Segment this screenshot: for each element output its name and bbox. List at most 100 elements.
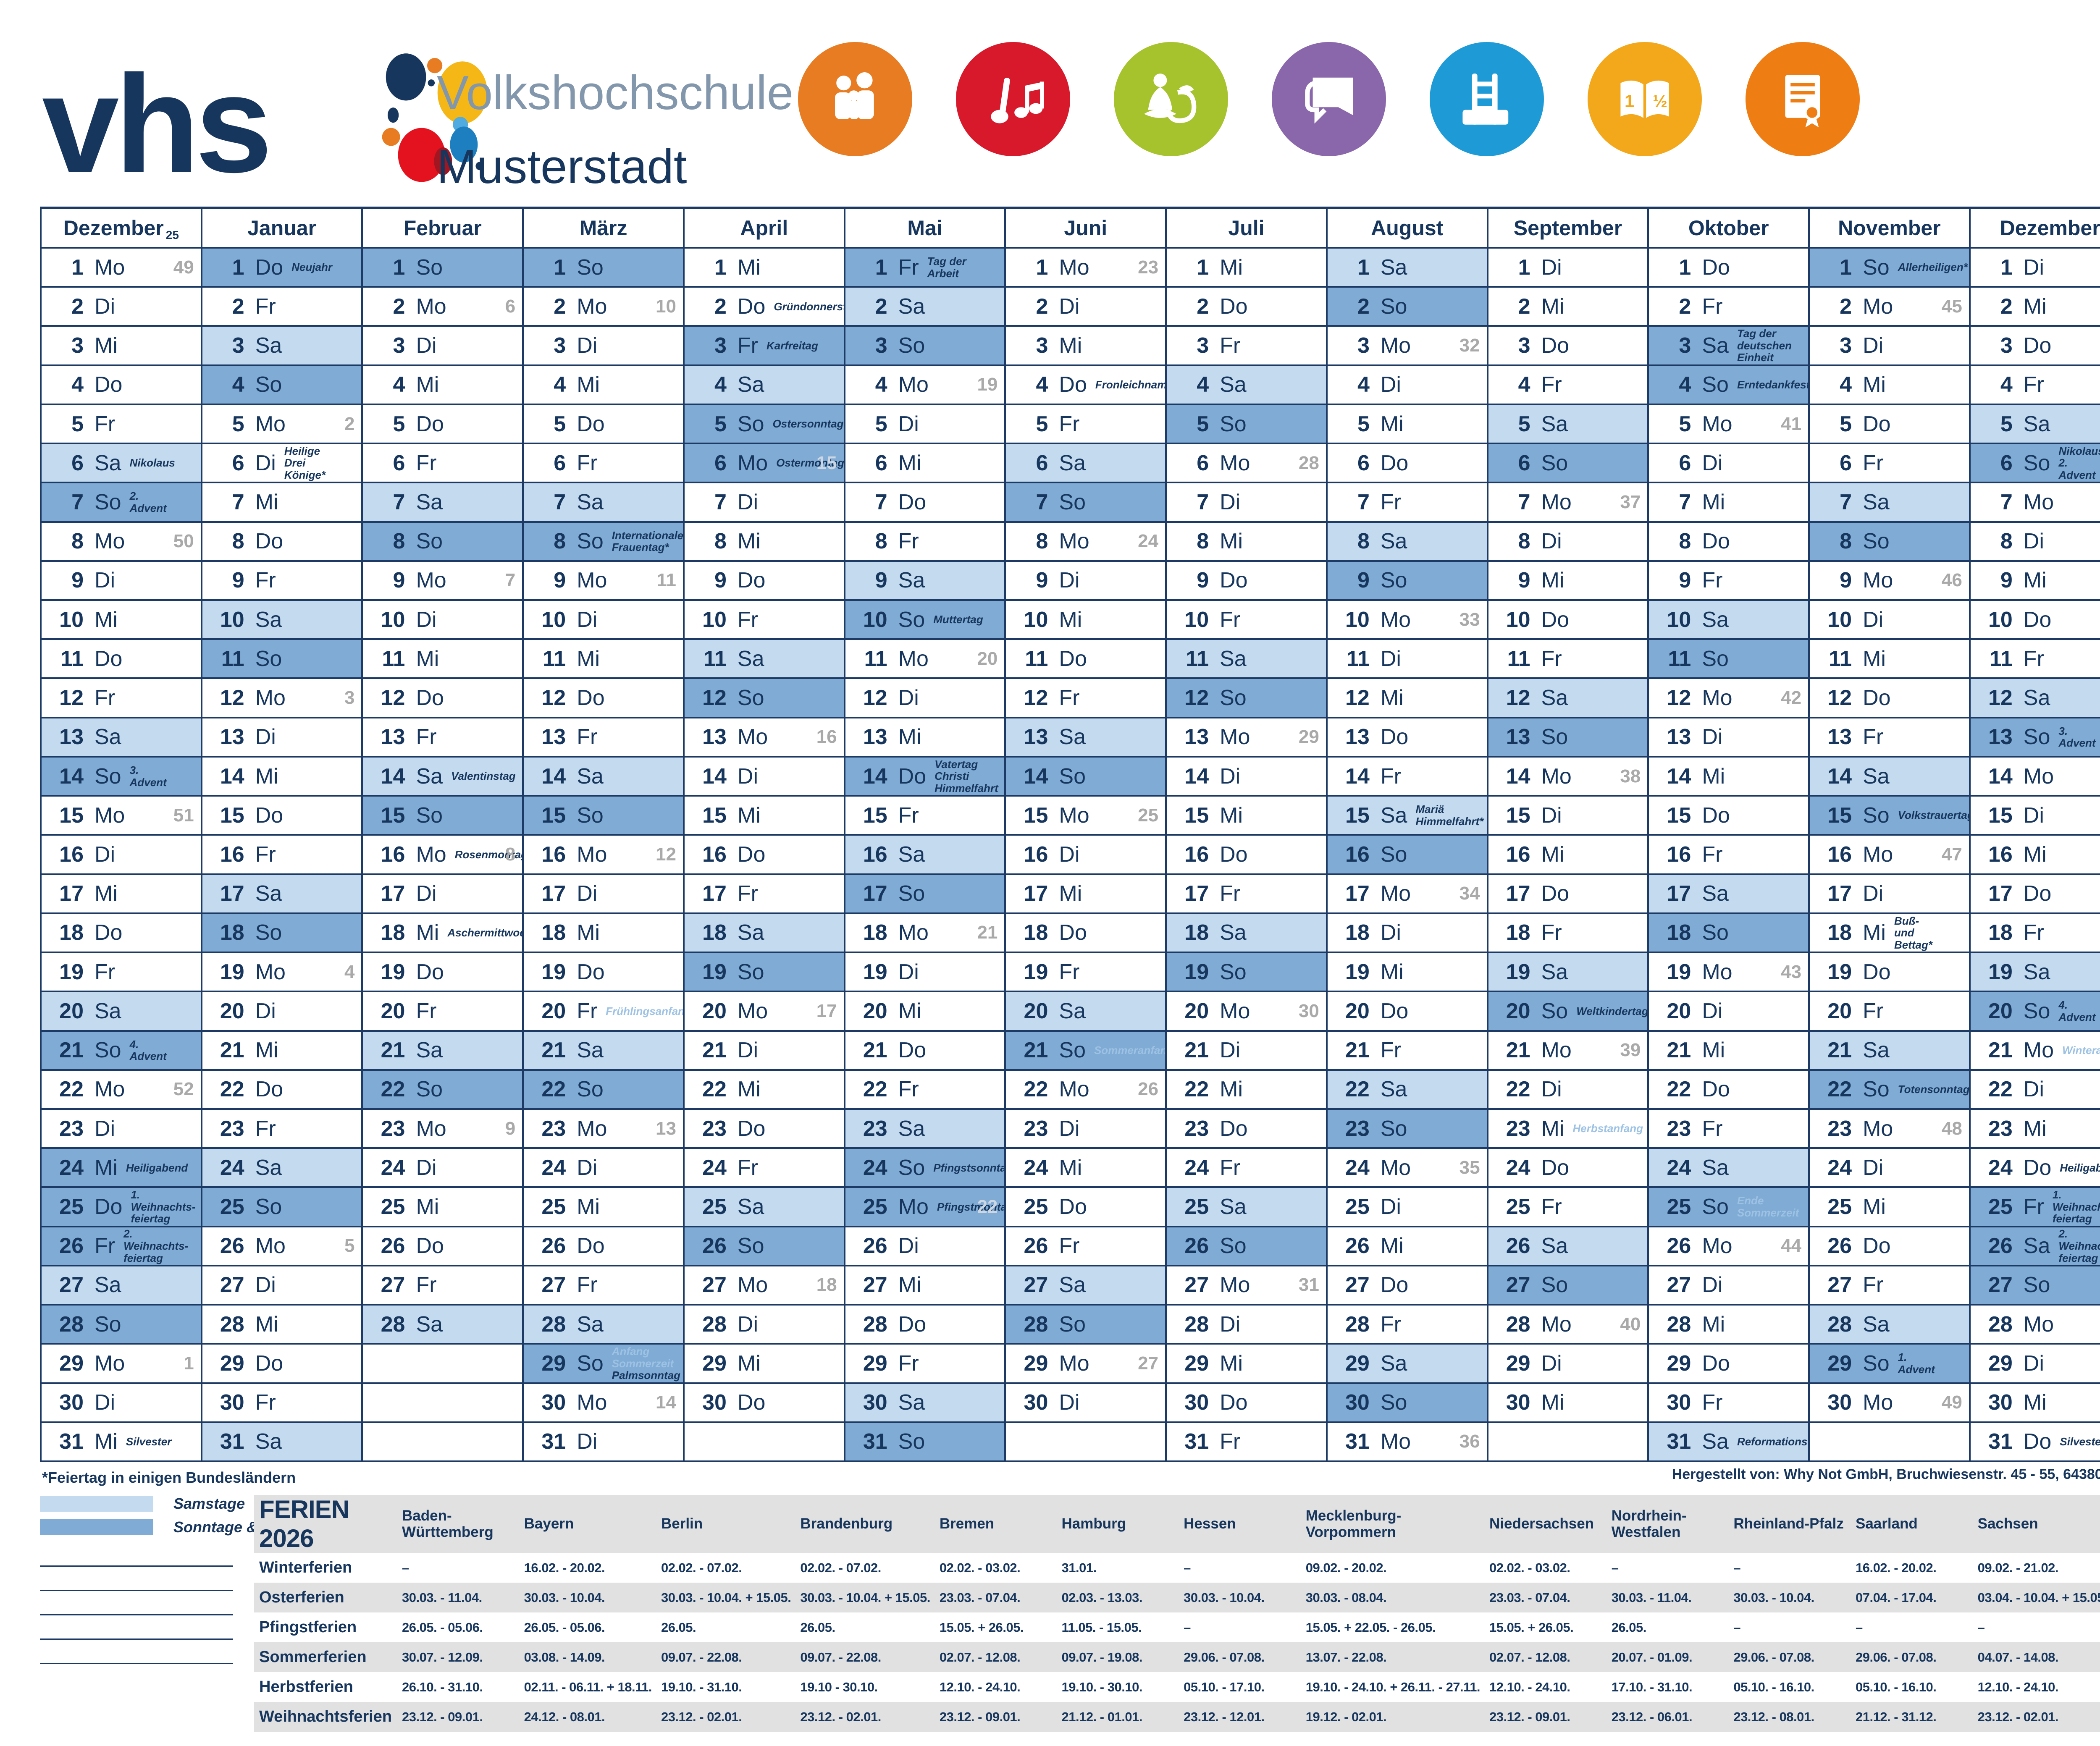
day-cell: 31 Sa bbox=[202, 1423, 362, 1462]
weekday-abbr: Sa bbox=[737, 646, 764, 671]
weekday-abbr: Do bbox=[2023, 881, 2052, 906]
day-cell: 29 Mi bbox=[1167, 1345, 1326, 1384]
day-number: 29 bbox=[1506, 1351, 1530, 1376]
day-cell: 12 So bbox=[684, 679, 844, 718]
day-number: 13 bbox=[1024, 725, 1048, 750]
category-icons: ½ 1 bbox=[798, 42, 1860, 156]
day-number: 24 bbox=[59, 1155, 84, 1180]
weekday-abbr: Mi bbox=[2023, 1390, 2047, 1415]
holiday-note: 1. Advent bbox=[1898, 1351, 1935, 1376]
weekday-abbr: Fr bbox=[737, 333, 759, 358]
weekday-abbr: Mo bbox=[2023, 1312, 2054, 1337]
day-number: 16 bbox=[1506, 842, 1530, 867]
week-number: 4 bbox=[344, 961, 355, 982]
holiday-dates: 09.02. - 20.02. bbox=[1301, 1553, 1484, 1583]
day-number: 10 bbox=[220, 607, 244, 632]
weekday-abbr: Do bbox=[577, 960, 605, 984]
weekday-abbr: So bbox=[1863, 529, 1890, 554]
holiday-note: Neujahr bbox=[291, 261, 333, 274]
month-name: November bbox=[1838, 216, 1941, 240]
month-column-oktober: Oktober 1 Do 2 Fr 3 Sa Tag der deutschen Einheit… bbox=[1647, 209, 1809, 1462]
day-cell: 22 So bbox=[363, 1070, 522, 1110]
week-number: 2 bbox=[344, 413, 355, 434]
day-cell: 4 Fr bbox=[1488, 366, 1648, 405]
weekday-abbr: Mo bbox=[255, 686, 286, 710]
holiday-note: Muttertag bbox=[933, 613, 983, 626]
day-cell: 11 Do bbox=[42, 640, 201, 679]
holiday-dates: 02.03. - 13.03. bbox=[1056, 1583, 1179, 1612]
day-cell: 22 Do bbox=[1649, 1070, 1809, 1110]
weekday-abbr: Do bbox=[2023, 1155, 2052, 1180]
day-number: 15 bbox=[1827, 803, 1852, 828]
day-number: 8 bbox=[1840, 529, 1852, 554]
day-cell: 7Mo50 bbox=[1970, 483, 2100, 523]
weekday-abbr: Di bbox=[1541, 1351, 1562, 1376]
weekday-abbr: Sa bbox=[1380, 529, 1407, 554]
day-number: 4 bbox=[2000, 372, 2013, 397]
weekday-abbr: Fr bbox=[577, 1273, 598, 1298]
weekday-abbr: Fr bbox=[737, 607, 759, 632]
day-number: 6 bbox=[1518, 451, 1530, 475]
day-cell: 27 Fr bbox=[524, 1266, 683, 1306]
week-number: 15 bbox=[816, 452, 837, 473]
day-cell: 7 Sa bbox=[524, 483, 683, 523]
day-number: 13 bbox=[381, 725, 405, 750]
weekday-abbr: Fr bbox=[1380, 490, 1401, 514]
holiday-dates-text: 26.05. bbox=[1611, 1620, 1647, 1635]
weekday-abbr: Do bbox=[1541, 881, 1570, 906]
holiday-dates: 23.12. - 09.01. bbox=[1484, 1702, 1606, 1732]
day-cell: 27 Di bbox=[202, 1266, 362, 1306]
day-number: 26 bbox=[863, 1234, 887, 1258]
day-number: 24 bbox=[381, 1155, 405, 1180]
day-number: 27 bbox=[1345, 1273, 1370, 1298]
holiday-dates: 13.07. - 22.08. bbox=[1300, 1642, 1485, 1672]
day-cell: 9 Di bbox=[1006, 561, 1166, 601]
day-number: 17 bbox=[702, 881, 727, 906]
day-number: 3 bbox=[875, 333, 887, 358]
music-icon bbox=[956, 42, 1070, 156]
day-cell: 11 Mi bbox=[1810, 640, 1969, 679]
holiday-dates-text: 23.12. - 09.01. bbox=[402, 1709, 483, 1724]
holiday-dates-text: 29.06. - 07.08. bbox=[1184, 1649, 1265, 1665]
day-cell: 29 Mo 27 bbox=[1006, 1345, 1166, 1384]
weekday-abbr: Fr bbox=[2023, 1195, 2044, 1219]
day-number: 23 bbox=[1345, 1116, 1370, 1141]
day-number: 19 bbox=[1345, 960, 1370, 984]
weekday-abbr: Di bbox=[577, 881, 598, 906]
weekday-abbr: Sa bbox=[1220, 646, 1247, 671]
holiday-dates: 15.05. + 26.05. bbox=[1484, 1612, 1606, 1642]
day-cell: 25 Fr bbox=[1488, 1188, 1648, 1227]
holiday-note: Ostermontag bbox=[776, 456, 844, 469]
day-number: 4 bbox=[875, 372, 887, 397]
day-number: 22 bbox=[1506, 1077, 1530, 1102]
weekday-abbr: So bbox=[1702, 372, 1729, 397]
month-header: Januar bbox=[202, 209, 362, 249]
holiday-row-label: Pfingstferien bbox=[254, 1612, 397, 1642]
day-cell: 21 Mi bbox=[1649, 1031, 1809, 1071]
day-cell: 3 Mi bbox=[1006, 327, 1166, 366]
day-cell: 18MiAschermittwoch bbox=[363, 914, 522, 954]
day-number: 25 bbox=[1506, 1195, 1530, 1219]
day-number: 29 bbox=[863, 1351, 887, 1376]
week-number: 27 bbox=[1138, 1353, 1159, 1374]
weekday-abbr: Di bbox=[255, 999, 276, 1023]
open-book-icon: ½ 1 bbox=[1588, 42, 1702, 156]
day-number: 22 bbox=[381, 1077, 405, 1102]
holiday-dates-text: 09.07. - 19.08. bbox=[1061, 1649, 1143, 1665]
weekday-abbr: Do bbox=[94, 646, 123, 671]
day-cell: 17 Mi bbox=[42, 875, 201, 914]
holiday-dates-text: 30.03. - 11.04. bbox=[402, 1590, 482, 1605]
weekday-abbr: Di bbox=[1380, 646, 1401, 671]
day-cell: 20 Mo 17 bbox=[684, 992, 844, 1032]
vhs-logo-dots-icon bbox=[370, 42, 508, 187]
day-number: 27 bbox=[702, 1273, 727, 1298]
day-number: 16 bbox=[702, 842, 727, 867]
day-cell: 4 Di bbox=[1327, 366, 1487, 405]
holiday-note: Ostersonntag bbox=[772, 417, 844, 430]
day-cell: 25 Sa bbox=[684, 1188, 844, 1227]
weekday-abbr: Di bbox=[577, 333, 598, 358]
weekday-abbr: Fr bbox=[1220, 607, 1241, 632]
weekday-abbr: Do bbox=[2023, 607, 2052, 632]
weekday-abbr: Sa bbox=[737, 1195, 764, 1219]
